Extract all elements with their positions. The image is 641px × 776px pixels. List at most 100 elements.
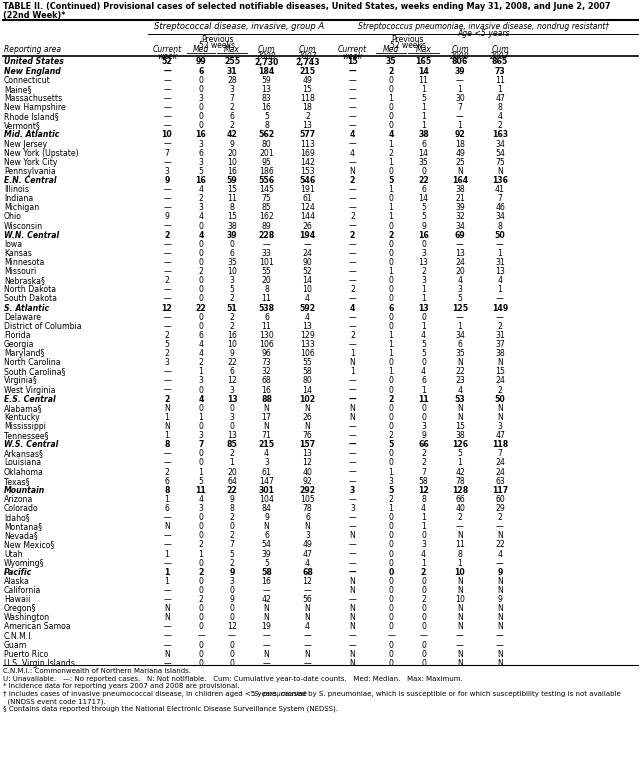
Text: 1: 1: [388, 349, 394, 358]
Text: —: —: [349, 121, 356, 130]
Text: 5: 5: [229, 549, 235, 559]
Text: 0: 0: [199, 459, 203, 467]
Text: 13: 13: [303, 121, 312, 130]
Text: —: —: [163, 85, 171, 94]
Text: 2: 2: [497, 322, 503, 331]
Text: N: N: [457, 532, 463, 540]
Text: —: —: [496, 294, 504, 303]
Text: 1: 1: [199, 467, 203, 476]
Text: —: —: [387, 632, 395, 640]
Text: 55: 55: [303, 359, 312, 367]
Text: —: —: [349, 322, 356, 331]
Text: 2007: 2007: [298, 52, 317, 61]
Text: 6: 6: [229, 113, 235, 121]
Text: Med: Med: [383, 45, 399, 54]
Text: 2: 2: [199, 359, 203, 367]
Text: N: N: [304, 605, 310, 613]
Text: 6: 6: [388, 303, 394, 313]
Text: 9: 9: [229, 568, 235, 577]
Text: 2: 2: [165, 467, 169, 476]
Text: 2: 2: [229, 121, 235, 130]
Text: 16: 16: [418, 230, 429, 240]
Text: 0: 0: [388, 595, 394, 604]
Text: 1: 1: [497, 85, 503, 94]
Text: 4: 4: [458, 386, 463, 394]
Text: 0: 0: [388, 513, 394, 522]
Text: 1: 1: [165, 413, 169, 422]
Text: 0: 0: [388, 586, 394, 595]
Text: 3: 3: [199, 140, 203, 148]
Text: 228: 228: [258, 230, 274, 240]
Text: 6: 6: [199, 149, 203, 158]
Text: 6: 6: [165, 504, 169, 513]
Text: 32: 32: [262, 367, 271, 376]
Text: —: —: [263, 632, 271, 640]
Text: 163: 163: [492, 130, 508, 140]
Text: 78: 78: [455, 476, 465, 486]
Text: —: —: [304, 641, 312, 650]
Text: 0: 0: [421, 404, 426, 413]
Text: 34: 34: [455, 221, 465, 230]
Text: 35: 35: [419, 158, 428, 167]
Text: 0: 0: [199, 85, 203, 94]
Text: 85: 85: [262, 203, 271, 213]
Text: 2: 2: [198, 568, 204, 577]
Text: 2: 2: [388, 431, 394, 440]
Text: 2: 2: [229, 559, 235, 568]
Text: —: —: [163, 76, 171, 85]
Text: 6: 6: [229, 367, 235, 376]
Text: —: —: [349, 632, 356, 640]
Text: 31: 31: [227, 67, 237, 75]
Text: —: —: [349, 549, 356, 559]
Text: 301: 301: [258, 486, 274, 495]
Text: N: N: [457, 413, 463, 422]
Text: N: N: [304, 613, 310, 622]
Text: —: —: [349, 540, 356, 549]
Text: 3: 3: [165, 359, 169, 367]
Text: Cum: Cum: [491, 45, 509, 54]
Text: 0: 0: [388, 276, 394, 286]
Text: 0: 0: [421, 650, 426, 659]
Text: —: —: [496, 641, 504, 650]
Text: —: —: [456, 313, 464, 321]
Text: 4: 4: [458, 276, 463, 286]
Text: —: —: [349, 67, 356, 75]
Text: 0: 0: [388, 258, 394, 267]
Text: Washington: Washington: [4, 613, 50, 622]
Text: 0: 0: [388, 221, 394, 230]
Text: —: —: [349, 495, 356, 504]
Text: —: —: [349, 140, 356, 148]
Text: 164: 164: [452, 176, 468, 185]
Text: N: N: [263, 422, 269, 431]
Text: 0: 0: [199, 404, 203, 413]
Text: 92: 92: [454, 130, 465, 140]
Text: 4: 4: [421, 331, 426, 340]
Text: —: —: [263, 659, 271, 668]
Text: 0: 0: [421, 413, 426, 422]
Text: 1: 1: [164, 568, 170, 577]
Text: 38: 38: [455, 431, 465, 440]
Text: 80: 80: [262, 140, 271, 148]
Text: —: —: [456, 113, 464, 121]
Text: 153: 153: [300, 167, 315, 176]
Text: S. Atlantic: S. Atlantic: [4, 303, 49, 313]
Text: 0: 0: [421, 613, 426, 622]
Text: 26: 26: [303, 413, 312, 422]
Text: N: N: [457, 359, 463, 367]
Text: Hawaii: Hawaii: [4, 595, 30, 604]
Text: 11: 11: [455, 540, 465, 549]
Text: 3: 3: [165, 167, 169, 176]
Text: 28: 28: [227, 76, 237, 85]
Text: 3: 3: [421, 276, 426, 286]
Text: 0: 0: [388, 76, 394, 85]
Text: 14: 14: [419, 194, 428, 203]
Text: 85: 85: [226, 440, 237, 449]
Text: —: —: [349, 294, 356, 303]
Text: 73: 73: [262, 359, 271, 367]
Text: N: N: [497, 413, 503, 422]
Text: New Mexico§: New Mexico§: [4, 540, 54, 549]
Text: 26: 26: [303, 221, 312, 230]
Text: 1: 1: [458, 459, 463, 467]
Text: N: N: [349, 359, 355, 367]
Text: 145: 145: [259, 185, 274, 194]
